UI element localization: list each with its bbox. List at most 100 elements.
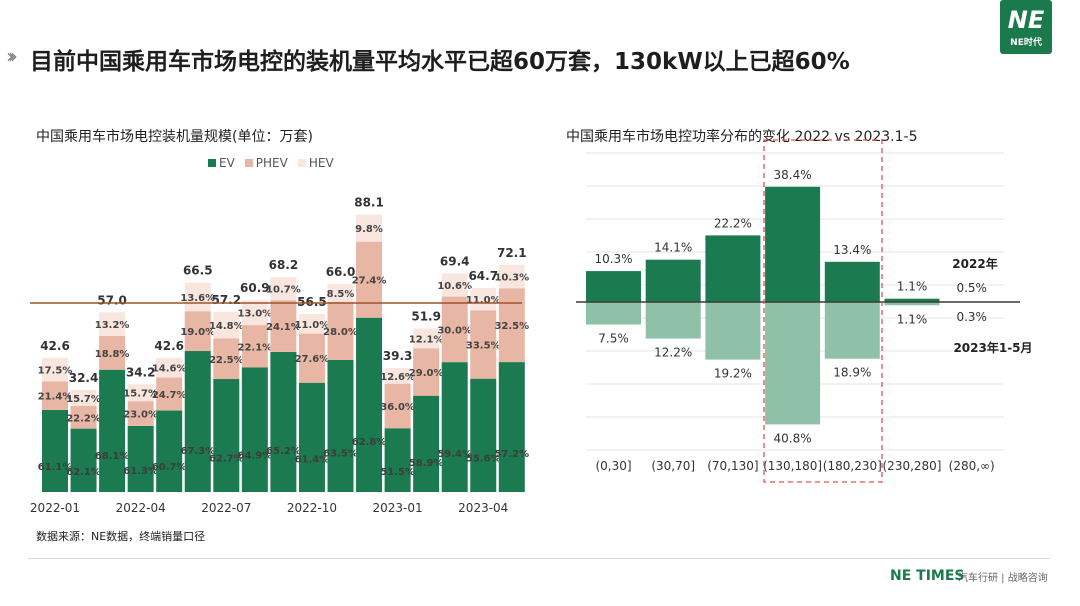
bar-segment-phev bbox=[356, 241, 383, 318]
legend-swatch-hev bbox=[297, 159, 306, 167]
bar-segment-hev bbox=[413, 328, 440, 349]
x-tick-label: 2022-01 bbox=[30, 501, 80, 515]
data-label-ev: 65.2% bbox=[266, 446, 301, 457]
data-label-hev: 15.7% bbox=[66, 394, 101, 405]
data-label-phev: 28.0% bbox=[323, 327, 358, 338]
data-label-phev: 29.0% bbox=[409, 368, 444, 379]
total-label: 32.4 bbox=[69, 371, 99, 385]
bar-segment-ev bbox=[156, 410, 183, 492]
total-label: 68.2 bbox=[269, 258, 299, 272]
total-label: 39.3 bbox=[383, 349, 413, 363]
data-label-hev: 14.6% bbox=[152, 364, 187, 375]
bar-segment-ev bbox=[241, 367, 268, 492]
data-label-hev: 11.0% bbox=[295, 320, 330, 331]
left-chart-title: 中国乘用车市场电控装机量规模(单位：万套) bbox=[36, 129, 313, 145]
data-label-hev: 12.1% bbox=[409, 334, 444, 345]
data-label-ev: 55.6% bbox=[466, 453, 501, 464]
data-label-phev: 23.0% bbox=[123, 410, 158, 421]
bar-segment-ev bbox=[441, 362, 468, 492]
data-label-phev: 21.4% bbox=[38, 392, 73, 403]
bar-segment-hev bbox=[156, 357, 183, 378]
ne-times-logo: NE NE时代 bbox=[1000, 0, 1052, 54]
brand-tagline: 汽车行研 | 战略咨询 bbox=[958, 573, 1048, 584]
x-tick-label: 2023-01 bbox=[373, 501, 423, 515]
bar-segment-ev bbox=[127, 425, 154, 492]
bar-segment-phev bbox=[99, 335, 126, 370]
legend-swatch-phev bbox=[244, 159, 253, 167]
x-tick-label: 2023-04 bbox=[458, 501, 508, 515]
total-label: 56.5 bbox=[297, 295, 327, 309]
total-label: 72.1 bbox=[497, 246, 527, 260]
data-label-hev: 17.5% bbox=[38, 366, 73, 377]
bar-segment-phev bbox=[241, 325, 268, 368]
bar-segment-phev bbox=[184, 311, 211, 352]
bar-segment-phev bbox=[413, 348, 440, 396]
data-label-phev: 22.5% bbox=[209, 355, 244, 366]
data-label-phev: 18.8% bbox=[95, 349, 130, 360]
legend-swatch-ev bbox=[208, 159, 216, 167]
total-label: 57.2 bbox=[211, 293, 241, 307]
data-label-ev: 61.3% bbox=[123, 466, 158, 477]
data-label-ev: 67.3% bbox=[180, 446, 215, 457]
legend-item-phev: PHEV bbox=[244, 156, 288, 170]
data-label-hev: 10.6% bbox=[437, 281, 472, 292]
data-label-hev: 11.0% bbox=[466, 295, 501, 306]
bar-segment-ev bbox=[270, 351, 297, 492]
total-label: 42.6 bbox=[40, 339, 70, 353]
data-label-ev: 60.7% bbox=[152, 462, 187, 473]
data-label-ev: 61.4% bbox=[295, 454, 330, 465]
bar-segment-ev bbox=[327, 359, 354, 492]
data-label-phev: 27.6% bbox=[295, 354, 330, 365]
brand-name: NE TIMES bbox=[890, 568, 965, 584]
total-label: 66.5 bbox=[183, 264, 213, 278]
bar-segment-ev bbox=[413, 395, 440, 492]
bar-segment-ev bbox=[99, 369, 126, 492]
legend-label-ev: EV bbox=[219, 156, 235, 170]
data-label-hev: 9.8% bbox=[355, 224, 383, 235]
data-label-hev: 10.7% bbox=[266, 285, 301, 296]
bar-segment-hev bbox=[241, 300, 268, 326]
data-label-hev: 14.8% bbox=[209, 321, 244, 332]
legend-item-ev: EV bbox=[208, 156, 235, 170]
data-label-ev: 58.9% bbox=[409, 458, 444, 469]
logo-mark: NE bbox=[1007, 6, 1045, 34]
data-label-ev: 62.7% bbox=[209, 453, 244, 464]
bar-segment-hev bbox=[441, 273, 468, 297]
total-label: 66.0 bbox=[326, 265, 356, 279]
data-label-ev: 62.8% bbox=[352, 437, 387, 448]
data-label-ev: 59.4% bbox=[437, 449, 472, 460]
bar-segment-ev bbox=[384, 428, 411, 492]
data-label-hev: 15.7% bbox=[123, 389, 158, 400]
data-label-phev: 33.5% bbox=[466, 341, 501, 352]
bar-segment-ev bbox=[498, 362, 525, 492]
left-chart-legend: EV PHEV HEV bbox=[208, 156, 334, 170]
legend-label-hev: HEV bbox=[308, 156, 334, 170]
logo-sub: NE时代 bbox=[1010, 38, 1042, 48]
bar-segment-phev bbox=[384, 383, 411, 429]
data-label-hev: 10.3% bbox=[494, 273, 529, 284]
total-label: 88.1 bbox=[354, 195, 384, 209]
bar-segment-phev bbox=[127, 401, 154, 426]
bar-segment-ev bbox=[70, 428, 97, 492]
data-label-phev: 24.1% bbox=[266, 322, 301, 333]
data-label-hev: 8.5% bbox=[327, 289, 355, 300]
data-label-hev: 12.6% bbox=[380, 372, 415, 383]
bar-segment-phev bbox=[213, 338, 240, 380]
total-label: 57.0 bbox=[97, 293, 127, 307]
data-label-hev: 13.2% bbox=[95, 320, 130, 331]
bar-segment-hev bbox=[213, 311, 240, 339]
bar-segment-hev bbox=[270, 277, 297, 301]
bar-segment-hev bbox=[127, 384, 154, 402]
x-tick-label: 2022-07 bbox=[201, 501, 251, 515]
total-label: 51.9 bbox=[411, 310, 441, 324]
total-label: 69.4 bbox=[440, 254, 470, 268]
bar-segment-hev bbox=[70, 389, 97, 406]
legend-label-phev: PHEV bbox=[255, 156, 288, 170]
data-label-ev: 64.9% bbox=[237, 450, 272, 461]
data-label-ev: 62.1% bbox=[66, 467, 101, 478]
bar-segment-phev bbox=[441, 296, 468, 363]
bar-segment-ev bbox=[42, 410, 68, 492]
bar-segment-hev bbox=[498, 264, 525, 289]
